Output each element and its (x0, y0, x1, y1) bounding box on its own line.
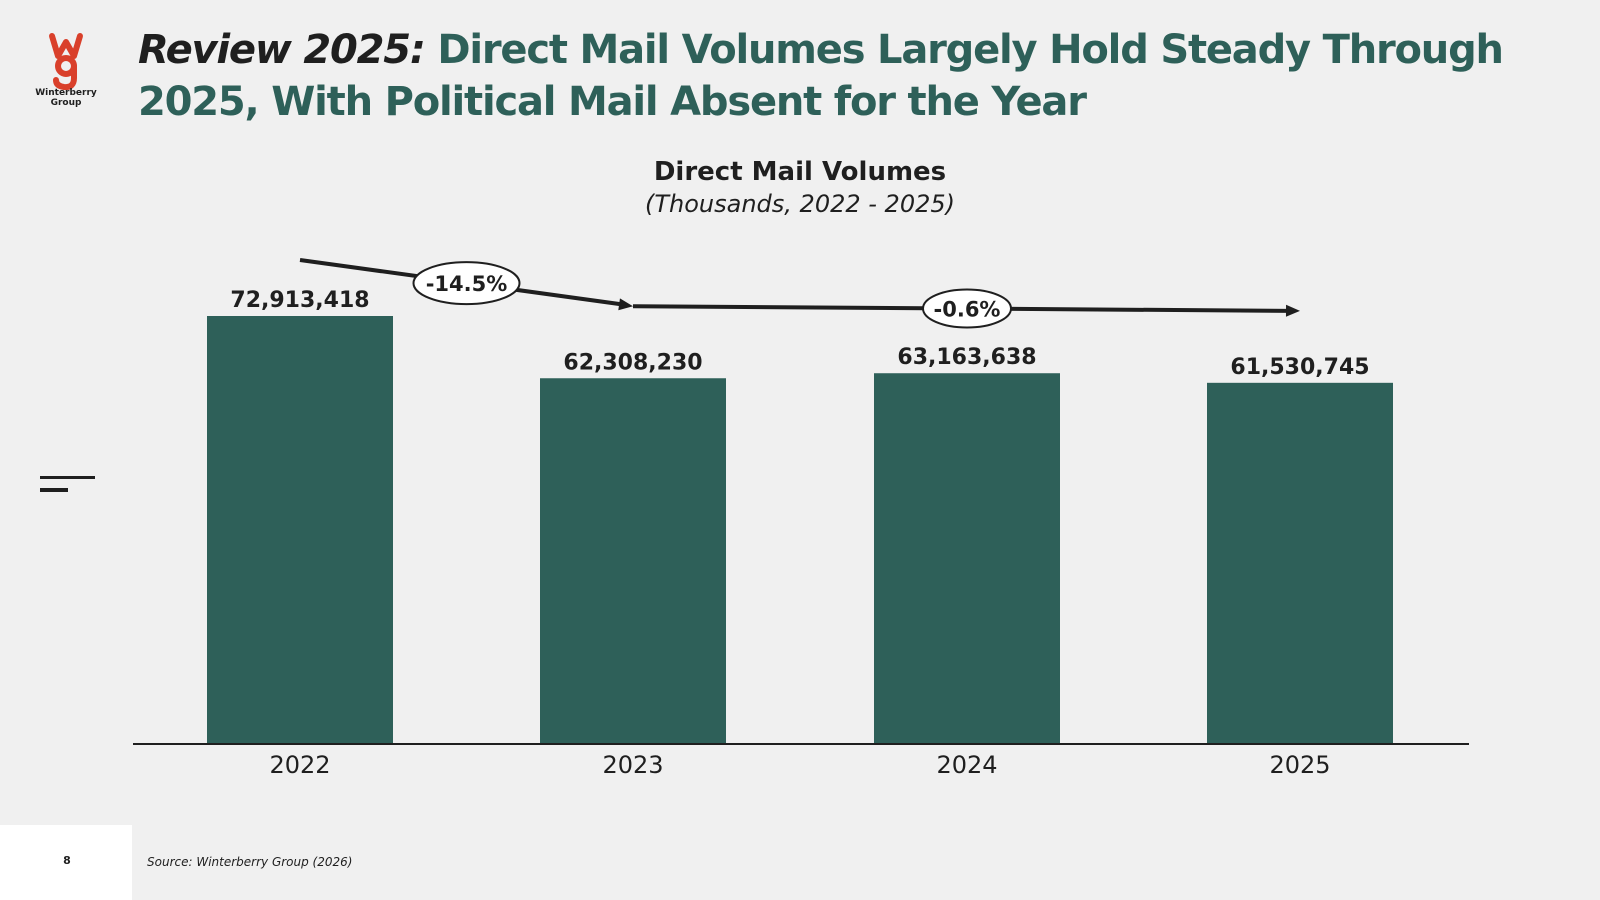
trend-arrow-head-2 (1285, 304, 1300, 317)
trend-arrow-head-1 (618, 298, 633, 311)
page-number: 8 (63, 854, 71, 867)
x-axis-labels: 2022 2023 2024 2025 (269, 751, 1330, 779)
footer-page-box (0, 825, 132, 900)
decor-line-long (40, 476, 95, 479)
x-tick-label-2024: 2024 (936, 751, 997, 779)
chart-title: Direct Mail Volumes (654, 157, 946, 187)
decor-line-short (40, 488, 68, 492)
bar-2022 (207, 316, 393, 744)
change-2023-2025-label: -0.6% (934, 298, 1001, 322)
x-tick-label-2022: 2022 (269, 751, 330, 779)
change-2022-2023-label: -14.5% (426, 272, 508, 296)
wg-monogram-icon (49, 33, 83, 91)
data-label-2023: 62,308,230 (563, 350, 702, 375)
x-tick-label-2023: 2023 (602, 751, 663, 779)
bar-2024 (874, 373, 1060, 744)
logo-wordmark: Winterberry Group (28, 88, 104, 108)
change-2023-2025-badge (922, 288, 1012, 329)
data-label-2024: 63,163,638 (897, 345, 1036, 370)
logo-text-line1: Winterberry (35, 88, 97, 98)
source-note: Source: Winterberry Group (2026) (147, 855, 353, 869)
winterberry-logo: Winterberry Group (28, 30, 104, 110)
change-2022-2023-badge (412, 261, 521, 306)
logo-text-line2: Group (50, 98, 82, 108)
page-title: Review 2025: Direct Mail Volumes Largely… (138, 24, 1578, 128)
trend-arrows: -14.5% -0.6% (299, 258, 1300, 329)
chart-subtitle: (Thousands, 2022 - 2025) (645, 190, 955, 218)
bars-group: 72,913,418 62,308,230 63,163,638 61,530,745 (207, 288, 1393, 744)
bar-2023 (540, 378, 726, 744)
data-label-2022: 72,913,418 (230, 288, 369, 313)
data-label-2025: 61,530,745 (1230, 355, 1369, 380)
x-tick-label-2025: 2025 (1269, 751, 1330, 779)
title-lead: Review 2025: (138, 27, 426, 73)
decorative-lines (40, 476, 96, 496)
title-main: Direct Mail Volumes Largely Hold Steady … (138, 27, 1504, 125)
bar-2025 (1207, 382, 1393, 744)
